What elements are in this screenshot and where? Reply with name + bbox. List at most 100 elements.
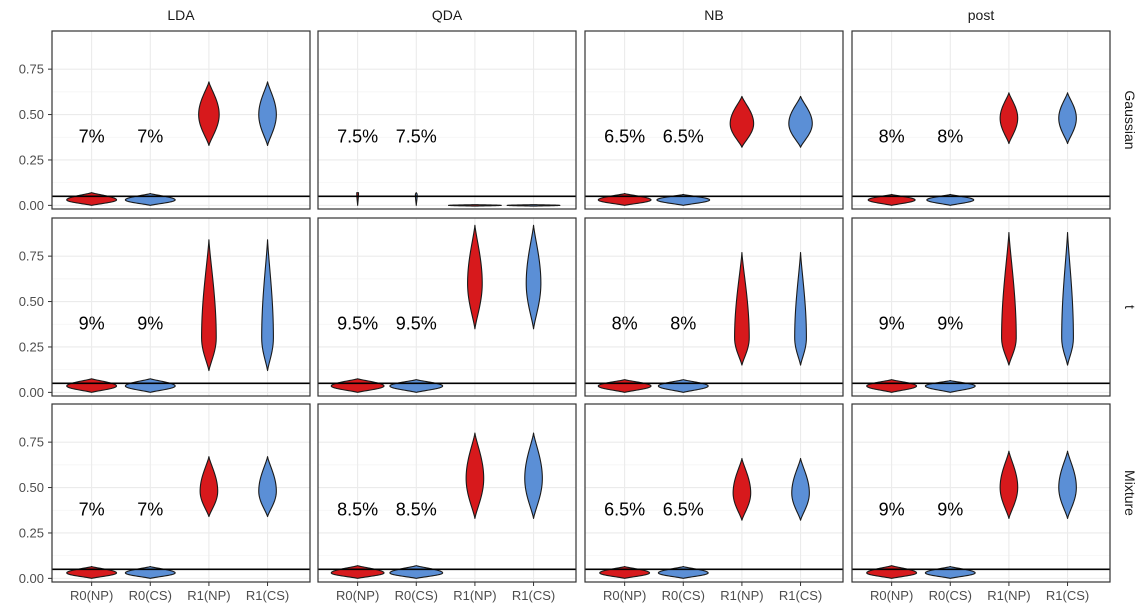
- facet-column-label: NB: [704, 7, 723, 23]
- violin-r1np: [999, 450, 1019, 519]
- percent-label: 9%: [879, 499, 905, 519]
- x-tick-label: R1(NP): [720, 588, 763, 603]
- violin-r0cs: [656, 193, 711, 206]
- percent-label: 6.5%: [604, 126, 645, 146]
- percent-label: 8%: [879, 126, 905, 146]
- x-tick-label: R1(CS): [779, 588, 822, 603]
- panel-border: [51, 30, 311, 210]
- x-tick-label: R0(NP): [70, 588, 113, 603]
- percent-label: 9%: [79, 313, 105, 333]
- violin-r0np: [330, 378, 385, 393]
- percent-label: 7.5%: [337, 126, 378, 146]
- panel-border: [317, 217, 577, 397]
- panel-border: [317, 403, 577, 583]
- violin-r1cs: [1058, 92, 1077, 145]
- x-tick-label: R0(CS): [395, 588, 438, 603]
- x-tick-label: R1(NP): [187, 588, 230, 603]
- violin-r1np: [467, 224, 483, 330]
- violin-r1np: [198, 81, 220, 146]
- x-tick-label: R0(NP): [870, 588, 913, 603]
- violin-r1np: [732, 457, 752, 521]
- violin-r1cs: [258, 456, 277, 518]
- percent-label: 6.5%: [663, 499, 704, 519]
- violin-r1cs: [1061, 231, 1074, 366]
- y-tick-label: 0.25: [19, 525, 44, 540]
- percent-label: 6.5%: [663, 126, 704, 146]
- violin-r1cs: [791, 457, 810, 521]
- y-tick-label: 0.50: [19, 294, 44, 309]
- panel-border: [51, 403, 311, 583]
- panel-border: [851, 217, 1111, 397]
- percent-label: 8%: [612, 313, 638, 333]
- violin-r1cs: [1058, 450, 1077, 519]
- violin-r0cs: [124, 378, 176, 393]
- percent-label: 9%: [137, 313, 163, 333]
- percent-label: 8%: [670, 313, 696, 333]
- x-tick-label: R1(NP): [453, 588, 496, 603]
- percent-label: 8%: [937, 126, 963, 146]
- percent-label: 7%: [137, 499, 163, 519]
- x-tick-label: R0(NP): [336, 588, 379, 603]
- facet-column-label: QDA: [432, 7, 463, 23]
- violin-r0np: [356, 192, 360, 206]
- panel-border: [51, 217, 311, 397]
- x-tick-label: R1(NP): [987, 588, 1030, 603]
- panel-border: [584, 217, 844, 397]
- y-tick-label: 0.00: [19, 385, 44, 400]
- panel-background: [318, 31, 576, 209]
- percent-label: 8.5%: [396, 499, 437, 519]
- violin-r1np: [1001, 231, 1017, 366]
- violin-r0np: [867, 193, 916, 206]
- y-tick-label: 0.00: [19, 571, 44, 586]
- y-tick-label: 0.25: [19, 339, 44, 354]
- facet-row-label: Mixture: [1122, 470, 1135, 516]
- y-tick-label: 0.50: [19, 480, 44, 495]
- y-tick-label: 0.00: [19, 198, 44, 213]
- violin-r1cs: [525, 224, 542, 330]
- x-tick-label: R1(CS): [1046, 588, 1089, 603]
- violin-r1np: [734, 251, 750, 366]
- percent-label: 9.5%: [396, 313, 437, 333]
- percent-label: 7%: [79, 126, 105, 146]
- percent-label: 6.5%: [604, 499, 645, 519]
- x-tick-label: R0(CS): [129, 588, 172, 603]
- y-tick-label: 0.50: [19, 107, 44, 122]
- y-tick-label: 0.25: [19, 152, 44, 167]
- violin-r1cs: [794, 251, 807, 366]
- panel-border: [317, 30, 577, 210]
- y-tick-label: 0.75: [19, 62, 44, 77]
- x-tick-label: R1(CS): [246, 588, 289, 603]
- violin-r1cs: [258, 81, 277, 146]
- x-tick-label: R0(CS): [662, 588, 705, 603]
- violin-r1np: [447, 204, 502, 207]
- percent-label: 9.5%: [337, 313, 378, 333]
- violin-r1np: [999, 92, 1019, 145]
- facet-row-label: t: [1122, 305, 1135, 309]
- facet-column-label: post: [968, 7, 995, 23]
- y-tick-label: 0.75: [19, 435, 44, 450]
- violin-r1cs: [524, 432, 543, 519]
- violin-r1np: [729, 95, 755, 148]
- violin-r1np: [201, 239, 217, 372]
- violin-r1cs: [261, 239, 274, 372]
- panel-border: [584, 30, 844, 210]
- violin-r1np: [199, 456, 219, 518]
- percent-label: 8.5%: [337, 499, 378, 519]
- percent-label: 9%: [879, 313, 905, 333]
- percent-label: 9%: [937, 313, 963, 333]
- percent-label: 7.5%: [396, 126, 437, 146]
- x-tick-label: R1(CS): [512, 588, 555, 603]
- violin-r0cs: [414, 192, 418, 206]
- x-tick-label: R0(NP): [603, 588, 646, 603]
- facet-row-label: Gaussian: [1122, 90, 1135, 149]
- panel-border: [851, 403, 1111, 583]
- violin-r0cs: [926, 193, 975, 206]
- violin-r1cs: [506, 204, 561, 207]
- percent-label: 7%: [137, 126, 163, 146]
- panel-border: [584, 403, 844, 583]
- y-tick-label: 0.75: [19, 249, 44, 264]
- violin-r1cs: [788, 95, 813, 148]
- percent-label: 9%: [937, 499, 963, 519]
